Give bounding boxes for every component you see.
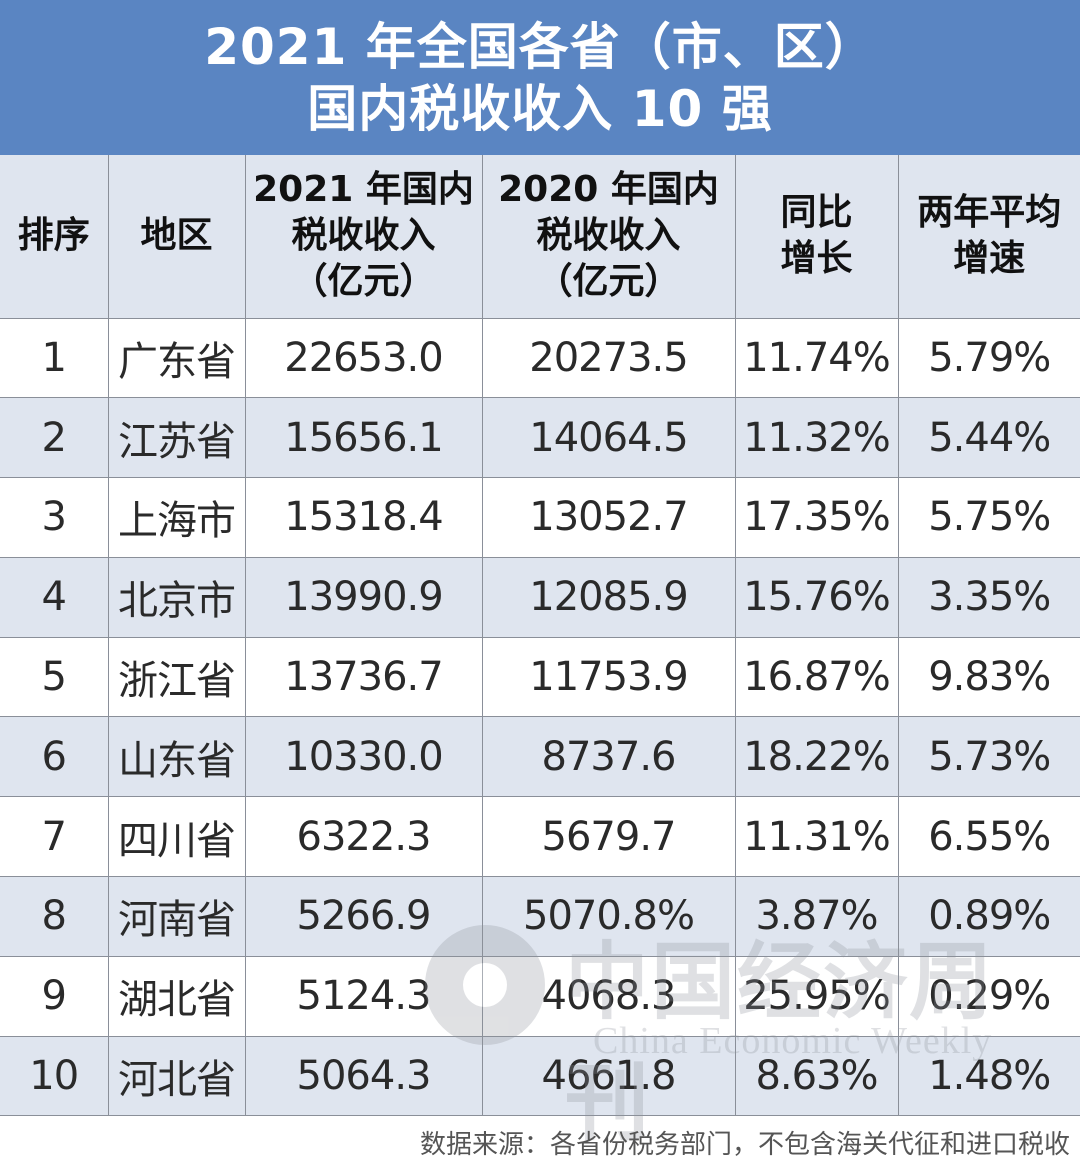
cell-revenue-2021: 6322.3 <box>245 796 483 878</box>
cell-region: 北京市 <box>108 557 246 638</box>
table-row: 2 江苏省 15656.1 14064.5 11.32% 5.44% <box>0 397 1080 479</box>
cell-yoy-growth: 11.32% <box>735 397 899 479</box>
table-row: 6 山东省 10330.0 8737.6 18.22% 5.73% <box>0 716 1080 798</box>
table-row: 5 浙江省 13736.7 11753.9 16.87% 9.83% <box>0 637 1080 718</box>
cell-rank: 5 <box>0 637 109 718</box>
header-yoy-line-1: 同比 <box>780 192 853 234</box>
cell-yoy-growth: 11.74% <box>735 318 899 399</box>
table-row: 10 河北省 5064.3 4661.8 8.63% 1.48% <box>0 1036 1080 1117</box>
header-2021-line-3: （亿元） <box>291 261 436 303</box>
header-rank-line: 排序 <box>17 215 90 257</box>
cell-rank: 4 <box>0 557 109 638</box>
cell-two-year-avg: 6.55% <box>898 796 1080 878</box>
header-row: 排序 地区 2021 年国内 税收收入 （亿元） 2020 年国内 税收收入 （… <box>0 155 1080 319</box>
table-row: 4 北京市 13990.9 12085.9 15.76% 3.35% <box>0 557 1080 638</box>
cell-revenue-2020: 4661.8 <box>482 1036 736 1117</box>
cell-revenue-2020: 11753.9 <box>482 637 736 718</box>
cell-yoy-growth: 15.76% <box>735 557 899 638</box>
cell-region: 河北省 <box>108 1036 246 1117</box>
header-2020-line-1: 2020 年国内 <box>498 169 719 211</box>
cell-rank: 7 <box>0 796 109 878</box>
header-region-line: 地区 <box>140 215 213 257</box>
cell-revenue-2021: 13990.9 <box>245 557 483 638</box>
header-yoy-growth: 同比 增长 <box>735 155 899 319</box>
cell-yoy-growth: 18.22% <box>735 716 899 798</box>
cell-two-year-avg: 5.73% <box>898 716 1080 798</box>
header-yoy-line-2: 增长 <box>780 238 853 280</box>
cell-yoy-growth: 17.35% <box>735 477 899 558</box>
cell-two-year-avg: 9.83% <box>898 637 1080 718</box>
cell-yoy-growth: 3.87% <box>735 876 899 957</box>
table-row: 7 四川省 6322.3 5679.7 11.31% 6.55% <box>0 796 1080 878</box>
table-row: 8 河南省 5266.9 5070.8% 3.87% 0.89% <box>0 876 1080 957</box>
cell-region: 浙江省 <box>108 637 246 718</box>
cell-region: 上海市 <box>108 477 246 558</box>
cell-region: 湖北省 <box>108 956 246 1037</box>
header-region: 地区 <box>108 155 246 319</box>
cell-rank: 6 <box>0 716 109 798</box>
table-row: 3 上海市 15318.4 13052.7 17.35% 5.75% <box>0 477 1080 558</box>
cell-yoy-growth: 25.95% <box>735 956 899 1037</box>
cell-revenue-2021: 10330.0 <box>245 716 483 798</box>
cell-rank: 1 <box>0 318 109 399</box>
tax-revenue-table: 排序 地区 2021 年国内 税收收入 （亿元） 2020 年国内 税收收入 （… <box>0 155 1080 1117</box>
cell-region: 四川省 <box>108 796 246 878</box>
header-avg-line-1: 两年平均 <box>917 192 1062 234</box>
cell-two-year-avg: 3.35% <box>898 557 1080 638</box>
cell-revenue-2020: 8737.6 <box>482 716 736 798</box>
cell-revenue-2021: 5064.3 <box>245 1036 483 1117</box>
cell-revenue-2020: 13052.7 <box>482 477 736 558</box>
cell-rank: 3 <box>0 477 109 558</box>
cell-revenue-2020: 12085.9 <box>482 557 736 638</box>
header-2021-line-2: 税收收入 <box>291 215 436 257</box>
table-row: 9 湖北省 5124.3 4068.3 25.95% 0.29% <box>0 956 1080 1037</box>
cell-revenue-2020: 20273.5 <box>482 318 736 399</box>
header-rank: 排序 <box>0 155 109 319</box>
cell-yoy-growth: 16.87% <box>735 637 899 718</box>
cell-two-year-avg: 5.44% <box>898 397 1080 479</box>
cell-rank: 10 <box>0 1036 109 1117</box>
cell-rank: 9 <box>0 956 109 1037</box>
header-2021-revenue: 2021 年国内 税收收入 （亿元） <box>245 155 483 319</box>
cell-revenue-2021: 5124.3 <box>245 956 483 1037</box>
title-line-2: 国内税收收入 10 强 <box>307 79 773 138</box>
cell-two-year-avg: 5.79% <box>898 318 1080 399</box>
cell-yoy-growth: 11.31% <box>735 796 899 878</box>
title-banner: 2021 年全国各省（市、区） 国内税收收入 10 强 <box>0 0 1080 155</box>
header-2021-line-1: 2021 年国内 <box>253 169 474 211</box>
cell-revenue-2020: 4068.3 <box>482 956 736 1037</box>
title-line-1: 2021 年全国各省（市、区） <box>204 17 876 76</box>
cell-two-year-avg: 0.89% <box>898 876 1080 957</box>
cell-revenue-2020: 14064.5 <box>482 397 736 479</box>
header-2020-revenue: 2020 年国内 税收收入 （亿元） <box>482 155 736 319</box>
cell-revenue-2021: 5266.9 <box>245 876 483 957</box>
cell-revenue-2021: 22653.0 <box>245 318 483 399</box>
cell-region: 山东省 <box>108 716 246 798</box>
cell-region: 河南省 <box>108 876 246 957</box>
cell-revenue-2020: 5679.7 <box>482 796 736 878</box>
cell-revenue-2021: 15318.4 <box>245 477 483 558</box>
cell-rank: 2 <box>0 397 109 479</box>
cell-yoy-growth: 8.63% <box>735 1036 899 1117</box>
source-note: 数据来源：各省份税务部门，不包含海关代征和进口税收 <box>419 1130 1070 1160</box>
cell-revenue-2020: 5070.8% <box>482 876 736 957</box>
header-two-year-avg: 两年平均 增速 <box>898 155 1080 319</box>
cell-two-year-avg: 1.48% <box>898 1036 1080 1117</box>
header-2020-line-2: 税收收入 <box>536 215 681 257</box>
cell-revenue-2021: 13736.7 <box>245 637 483 718</box>
cell-two-year-avg: 0.29% <box>898 956 1080 1037</box>
cell-region: 江苏省 <box>108 397 246 479</box>
header-2020-line-3: （亿元） <box>536 261 681 303</box>
table-row: 1 广东省 22653.0 20273.5 11.74% 5.79% <box>0 318 1080 399</box>
cell-rank: 8 <box>0 876 109 957</box>
cell-two-year-avg: 5.75% <box>898 477 1080 558</box>
cell-revenue-2021: 15656.1 <box>245 397 483 479</box>
header-avg-line-2: 增速 <box>953 238 1026 280</box>
cell-region: 广东省 <box>108 318 246 399</box>
